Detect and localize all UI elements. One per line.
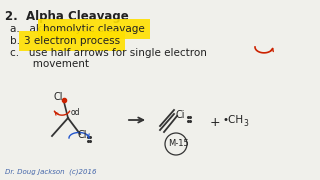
Text: homolytic cleavage: homolytic cleavage [43,24,145,34]
Text: od: od [71,108,81,117]
Text: •CH: •CH [223,115,244,125]
Text: b.: b. [10,36,27,46]
Text: +: + [210,116,220,129]
Text: movement: movement [10,59,89,69]
Text: Cl: Cl [78,130,87,140]
Text: 2.  Alpha Cleavage: 2. Alpha Cleavage [5,10,129,23]
Text: Cl: Cl [54,92,63,102]
Text: 3: 3 [243,119,248,128]
Text: c.   use half arrows for single electron: c. use half arrows for single electron [10,48,207,58]
Text: M-15: M-15 [168,139,189,148]
Text: 3 electron process: 3 electron process [24,36,120,46]
Text: Ci: Ci [176,110,186,120]
Text: Dr. Doug Jackson  (c)2016: Dr. Doug Jackson (c)2016 [5,168,97,175]
Text: a.   aka: a. aka [10,24,52,34]
